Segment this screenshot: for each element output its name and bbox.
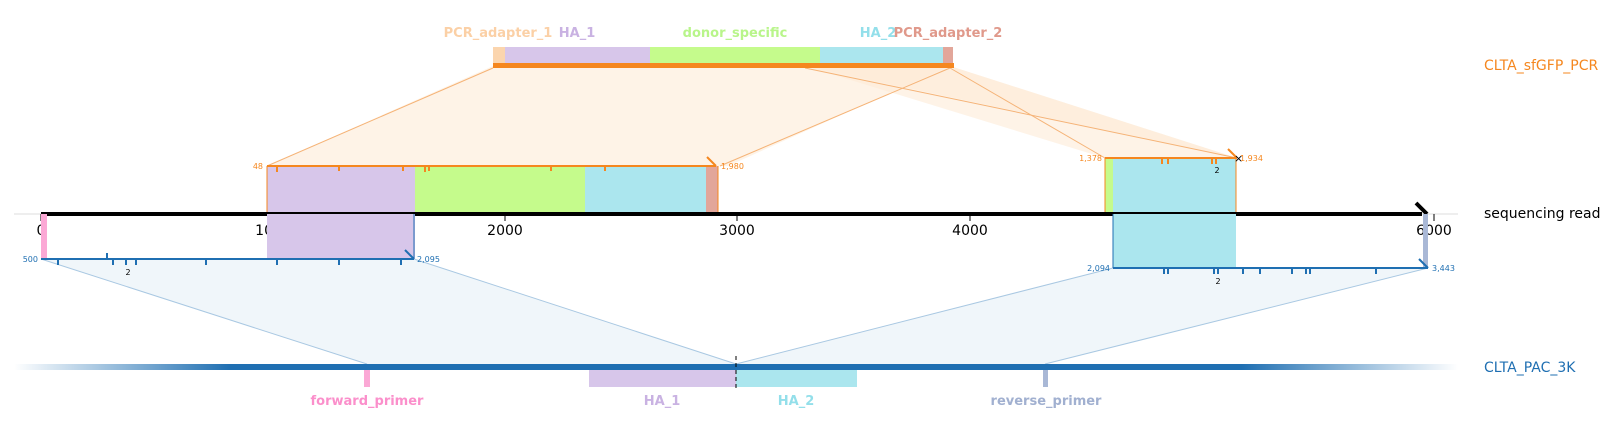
pac-track-label: CLTA_PAC_3K (1484, 360, 1576, 376)
pcr-backbone (493, 63, 954, 68)
aligned-ha-1 (267, 214, 415, 259)
pcr-left-connection-shade (267, 66, 950, 166)
pcr-construct (493, 47, 954, 68)
pac-feature-reverse-primer (1043, 370, 1048, 387)
alignment-end-label: 3,443 (1432, 264, 1455, 273)
read-axis-tick-label: 6000 (1416, 223, 1452, 239)
pcr-label-ha-2: HA_2 (860, 26, 897, 41)
pcr-connection-line (804, 67, 1238, 159)
read-axis-tick-label: 4000 (952, 223, 988, 239)
pcr-feature-ha-2 (820, 47, 943, 63)
aligned-donor-specific (1105, 158, 1113, 214)
pcr-feature-donor-specific (650, 47, 820, 63)
alignment-start-label: 2,094 (1087, 264, 1110, 273)
alignment-end-label: 1,980 (721, 162, 744, 171)
pcr-connection-line (719, 67, 951, 167)
pac-connection-line (40, 258, 368, 365)
pac-feature-forward-primer (364, 370, 370, 387)
aligned-forward-primer (41, 214, 47, 259)
aligned-reverse-primer (1423, 214, 1428, 268)
alignment-ticks (1163, 268, 1377, 274)
alignment-arrow (1227, 148, 1238, 159)
pcr-alignment-left: 48 1,980 (253, 156, 744, 214)
read-axis-tick-label: 3000 (719, 223, 755, 239)
pac-alignment-right: 2 2,094 3,443 (1087, 214, 1455, 286)
pac-connection-line (413, 258, 737, 365)
pac-feature-ha-1 (589, 370, 736, 387)
pcr-label-ha-1: HA_1 (559, 26, 596, 41)
aligned-ha-2 (1113, 214, 1236, 268)
pcr-feature-pcr-adapter-2 (943, 47, 953, 63)
aligned-ha-2 (1113, 158, 1236, 214)
alignment-ticks (57, 253, 402, 265)
read-track-label: sequencing read (1484, 206, 1600, 222)
alignment-count-label: 2 (1215, 277, 1220, 286)
mismatch-cross-icon: × (1234, 152, 1243, 165)
alignment-start-label: 48 (253, 162, 263, 171)
pcr-feature-pcr-adapter-1 (493, 47, 505, 63)
read-axis: 0 1000 2000 3000 4000 5000 6000 (14, 201, 1458, 239)
alignment-arrow (706, 156, 717, 167)
pac-connection-line (1044, 267, 1429, 365)
pac-right-connection-shade (736, 268, 1428, 364)
alignment-arrow (1418, 258, 1429, 269)
pac-reference (14, 356, 1458, 391)
alignment-start-label: 1,378 (1079, 154, 1102, 163)
read-axis-tick-label: 2000 (487, 223, 523, 239)
pcr-alignment-right: × 2 1,378 1,934 (1079, 148, 1263, 214)
alignment-end-label: 2,095 (417, 255, 440, 264)
pac-left-connection-shade (41, 259, 736, 364)
pcr-feature-ha-1 (505, 47, 650, 63)
pac-label-ha-2: HA_2 (778, 394, 815, 409)
alignment-count-label: 2 (1214, 166, 1219, 175)
pcr-label-pcr-adapter-2: PCR_adapter_2 (894, 26, 1003, 41)
alignment-ticks (276, 166, 606, 172)
alignment-count-label: 2 (125, 268, 130, 277)
pcr-connection-line (949, 67, 1106, 159)
aligned-pcr-adapter-2 (706, 166, 718, 214)
pcr-label-donor-specific: donor_specific (683, 26, 788, 41)
pac-feature-ha-2 (736, 370, 857, 387)
pcr-label-pcr-adapter-1: PCR_adapter_1 (444, 26, 553, 41)
aligned-ha-2 (585, 166, 706, 214)
aligned-ha-1 (267, 166, 415, 214)
pcr-connection-line (266, 67, 494, 167)
alignment-end-label: 1,934 (1240, 154, 1263, 163)
aligned-donor-specific (415, 166, 585, 214)
read-arrow-icon (1414, 201, 1429, 216)
pac-label-reverse-primer: reverse_primer (991, 394, 1103, 409)
alignment-ticks (1161, 158, 1217, 164)
alignment-arrow (404, 249, 415, 260)
pac-label-ha-1: HA_1 (644, 394, 681, 409)
pac-connection-line (735, 267, 1114, 365)
pac-alignment-left: 2 500 2,095 (23, 214, 440, 277)
alignment-start-label: 500 (23, 255, 38, 264)
pac-label-forward-primer: forward_primer (311, 394, 425, 409)
pcr-track-label: CLTA_sfGFP_PCR (1484, 58, 1598, 74)
